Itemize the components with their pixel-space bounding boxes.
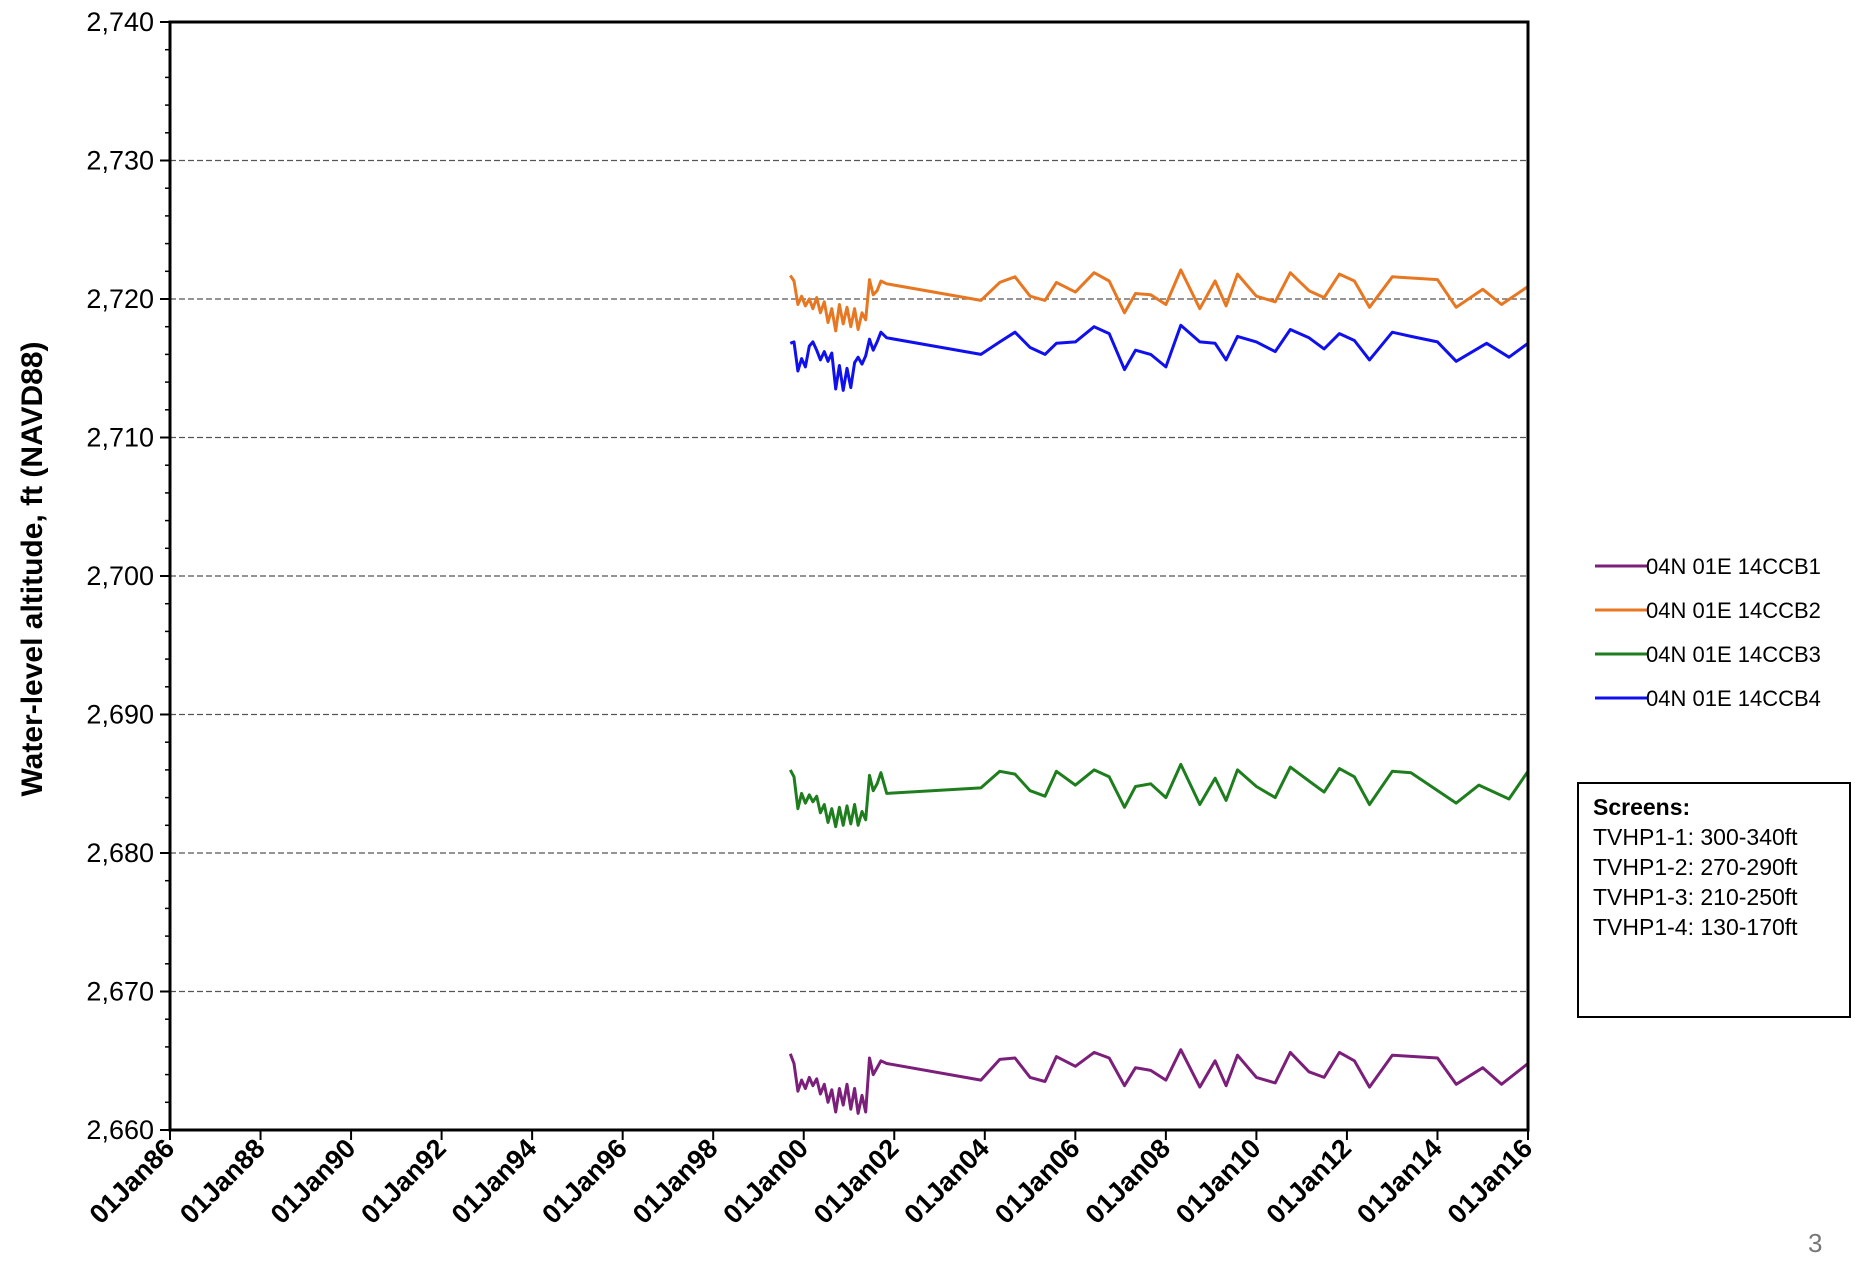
legend-label: 04N 01E 14CCB3 bbox=[1646, 642, 1821, 667]
series-line bbox=[788, 762, 1530, 829]
series-line bbox=[789, 323, 1529, 392]
x-tick-label: 01Jan02 bbox=[808, 1133, 905, 1230]
page-number: 3 bbox=[1808, 1228, 1823, 1258]
x-tick-label: 01Jan90 bbox=[265, 1133, 362, 1230]
y-tick-label: 2,700 bbox=[86, 561, 154, 591]
x-tick-label: 01Jan06 bbox=[989, 1133, 1086, 1230]
x-tick-label: 01Jan10 bbox=[1170, 1133, 1267, 1230]
series-line bbox=[788, 1048, 1529, 1115]
y-tick-label: 2,680 bbox=[86, 838, 154, 868]
series-lines bbox=[788, 268, 1530, 1115]
screen-line-4: TVHP1-4: 130-170ft bbox=[1593, 914, 1798, 940]
x-tick-label: 01Jan86 bbox=[84, 1133, 181, 1230]
legend-label: 04N 01E 14CCB4 bbox=[1646, 686, 1821, 711]
y-axis-title: Water-level altitude, ft (NAVD88) bbox=[16, 341, 49, 796]
x-tick-label: 01Jan12 bbox=[1261, 1133, 1358, 1230]
x-tick-label: 01Jan00 bbox=[717, 1133, 814, 1230]
x-tick-label: 01Jan94 bbox=[446, 1133, 543, 1230]
legend: 04N 01E 14CCB1 04N 01E 14CCB2 04N 01E 14CC… bbox=[1595, 554, 1821, 711]
series-line bbox=[789, 268, 1529, 333]
screen-line-2: TVHP1-2: 270-290ft bbox=[1593, 854, 1798, 880]
y-tick-label: 2,740 bbox=[86, 7, 154, 37]
screen-line-1: TVHP1-1: 300-340ft bbox=[1593, 824, 1798, 850]
y-tick-label: 2,730 bbox=[86, 146, 154, 176]
legend-label: 04N 01E 14CCB1 bbox=[1646, 554, 1821, 579]
y-tick-label: 2,670 bbox=[86, 977, 154, 1007]
x-axis: 01Jan8601Jan8801Jan9001Jan9201Jan9401Jan… bbox=[84, 1130, 1539, 1230]
screens-title: Screens: bbox=[1593, 794, 1691, 820]
x-tick-label: 01Jan96 bbox=[536, 1133, 633, 1230]
y-tick-label: 2,710 bbox=[86, 423, 154, 453]
x-tick-label: 01Jan88 bbox=[174, 1133, 271, 1230]
x-tick-label: 01Jan08 bbox=[1080, 1133, 1177, 1230]
x-tick-label: 01Jan92 bbox=[355, 1133, 452, 1230]
y-axis: 2,660 2,670 2,680 2,690 2,700 2,710 2,720 2,730… bbox=[86, 7, 170, 1145]
x-tick-label: 01Jan16 bbox=[1442, 1133, 1539, 1230]
x-tick-label: 01Jan98 bbox=[627, 1133, 724, 1230]
y-tick-label: 2,660 bbox=[86, 1115, 154, 1145]
y-tick-label: 2,720 bbox=[86, 284, 154, 314]
x-tick-label: 01Jan04 bbox=[898, 1133, 995, 1230]
grid-lines bbox=[170, 159, 1528, 993]
legend-label: 04N 01E 14CCB2 bbox=[1646, 598, 1821, 623]
y-tick-label: 2,690 bbox=[86, 700, 154, 730]
x-tick-label: 01Jan14 bbox=[1351, 1133, 1448, 1230]
screens-info-box: Screens: TVHP1-1: 300-340ft TVHP1-2: 270… bbox=[1577, 782, 1851, 1018]
screen-line-3: TVHP1-3: 210-250ft bbox=[1593, 884, 1798, 910]
